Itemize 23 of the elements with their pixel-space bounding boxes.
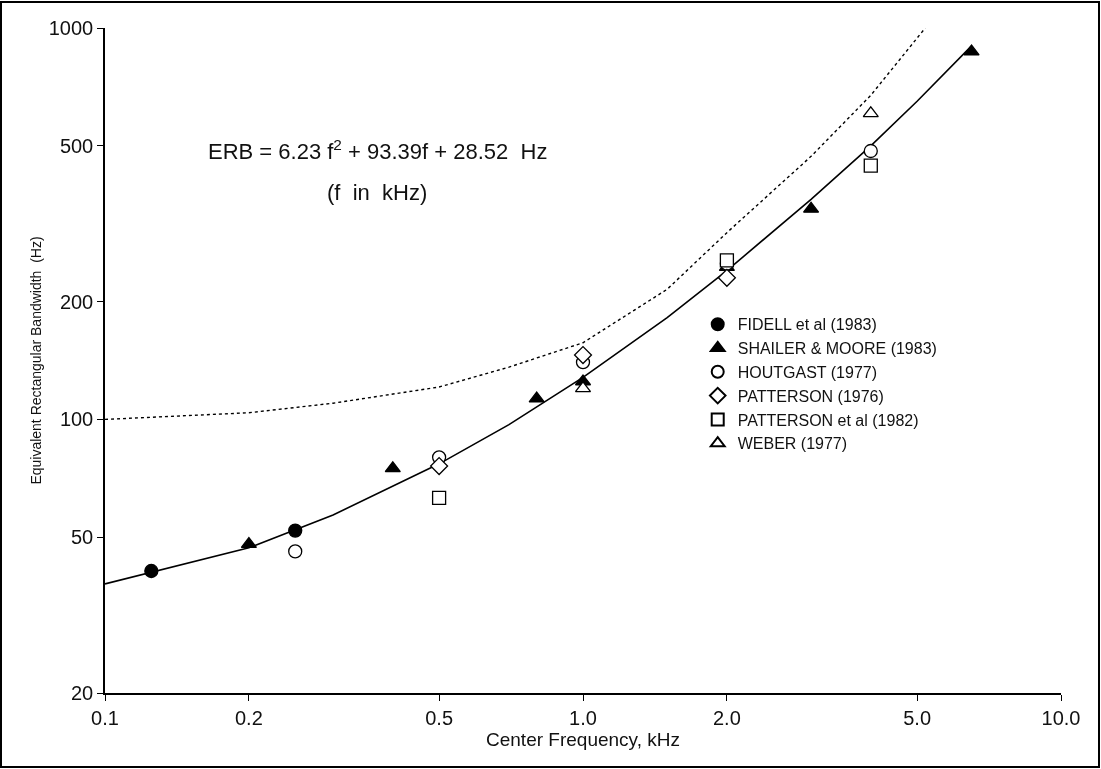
x-tick-label: 0.1 — [91, 706, 119, 729]
x-tick-label: 5.0 — [903, 706, 932, 729]
x-axis-title: Center Frequency, kHz — [486, 728, 680, 750]
legend-label: HOUTGAST (1977) — [737, 364, 878, 382]
legend-label: WEBER (1977) — [737, 435, 848, 453]
legend-label: FIDELL et al (1983) — [737, 316, 877, 334]
legend-label: SHAILER & MOORE (1983) — [737, 340, 937, 358]
y-tick-label: 1000 — [48, 17, 94, 39]
y-tick-label: 20 — [71, 682, 94, 704]
legend-label: PATTERSON (1976) — [737, 387, 884, 405]
y-tick-label: 500 — [59, 134, 94, 157]
x-tick-label: 0.2 — [234, 706, 263, 729]
y-tick-label: 50 — [71, 526, 94, 549]
x-tick-label: 0.5 — [425, 706, 454, 729]
y-tick-label: 100 — [59, 408, 94, 431]
annotation: ERB = 6.23 f$^{2}$ + 93.39f + 28.52 Hz — [208, 136, 548, 165]
y-axis-title: Equivalent Rectangular Bandwidth (Hz) — [27, 236, 44, 485]
y-tick-label: 200 — [59, 290, 94, 313]
x-tick-label: 1.0 — [569, 706, 597, 729]
legend-label: PATTERSON et al (1982) — [737, 411, 919, 429]
x-tick-label: 10.0 — [1041, 706, 1081, 729]
annotation: (f in kHz) — [327, 180, 428, 205]
x-tick-label: 2.0 — [712, 706, 741, 729]
